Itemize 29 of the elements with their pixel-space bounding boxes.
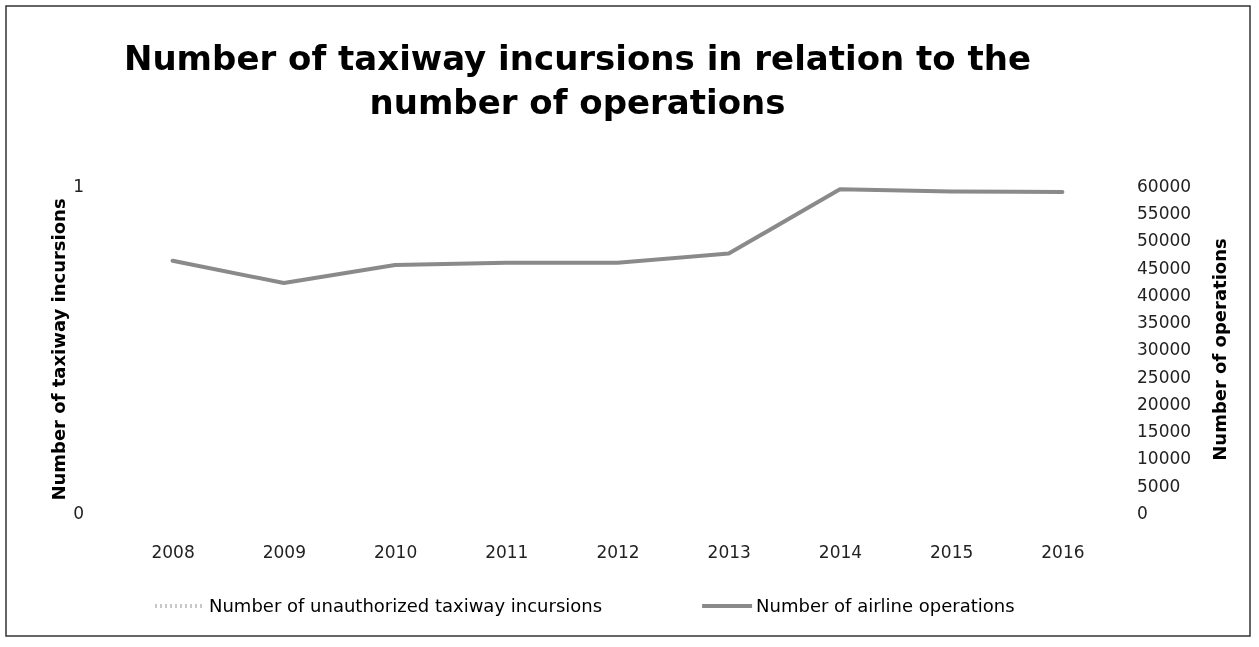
y2-tick-label: 10000 <box>1137 448 1192 469</box>
x-tick-label: 2012 <box>596 542 640 563</box>
y2-tick-label: 30000 <box>1137 339 1192 360</box>
y2-tick-label: 40000 <box>1137 284 1192 305</box>
line-series <box>170 187 1065 286</box>
y2-tick-label: 45000 <box>1137 257 1192 278</box>
y2-tick-label: 5000 <box>1137 475 1181 496</box>
y2-tick-label: 55000 <box>1137 203 1192 224</box>
x-tick-label: 2010 <box>373 542 418 563</box>
legend-label: Number of unauthorized taxiway incursions <box>209 595 603 616</box>
x-tick-label: 2015 <box>930 542 974 563</box>
y2-tick-label: 20000 <box>1137 393 1192 414</box>
x-tick-label: 2011 <box>485 542 529 563</box>
chart-title: Number of taxiway incursions in relation to the number of operations <box>123 38 1032 122</box>
x-tick-label: 2008 <box>151 542 195 563</box>
x-tick-label: 2009 <box>262 542 306 563</box>
y2-tick-label: 15000 <box>1137 421 1192 442</box>
y2-tick-label: 60000 <box>1137 175 1192 196</box>
x-tick-label: 2016 <box>1041 542 1085 563</box>
y-tick-label: 1 <box>73 175 84 196</box>
legend-label: Number of airline operations <box>756 595 1015 616</box>
x-tick-label: 2013 <box>707 542 751 563</box>
y2-axis-title: Number of operations <box>1209 238 1230 461</box>
y2-tick-label: 35000 <box>1137 312 1192 333</box>
x-tick-label: 2014 <box>818 542 863 563</box>
y-axis-title: Number of taxiway incursions <box>48 198 69 501</box>
y2-tick-label: 0 <box>1137 502 1148 523</box>
y2-tick-label: 25000 <box>1137 366 1192 387</box>
y2-tick-label: 50000 <box>1137 230 1192 251</box>
